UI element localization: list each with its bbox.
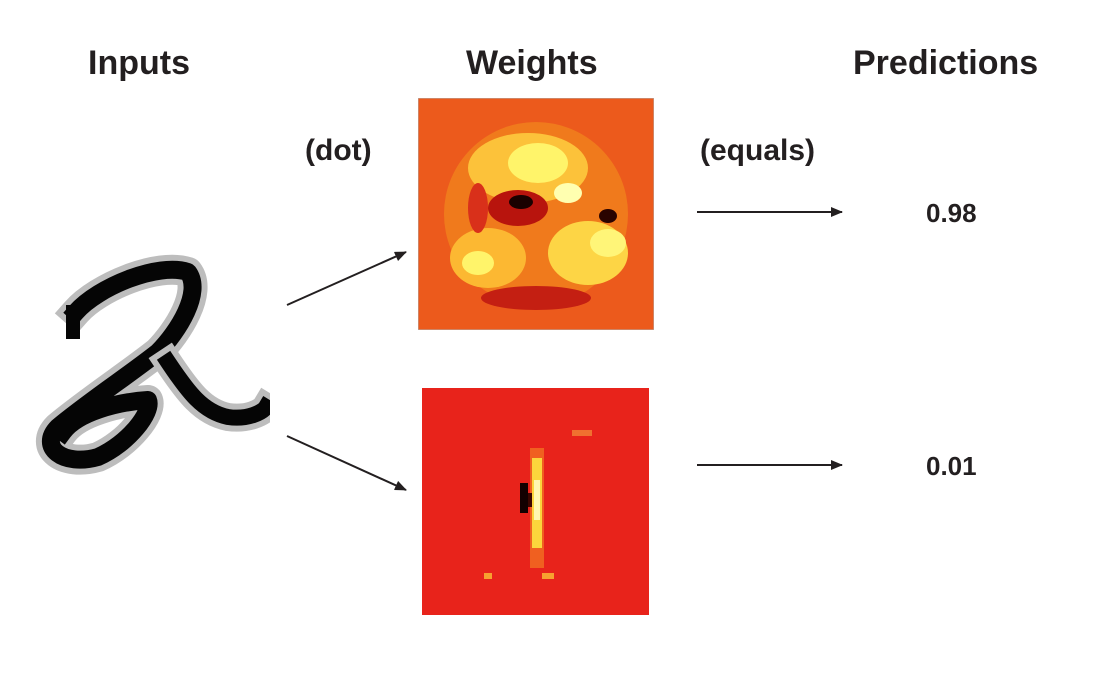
equals-label: (equals) (700, 134, 816, 167)
prediction-value-top: 0.98 (926, 198, 977, 228)
arrow-input-to-bottom-weights (286, 435, 407, 491)
predictions-heading: Predictions (853, 44, 1039, 82)
dot-label: (dot) (305, 134, 372, 167)
weights-heatmap-bottom (422, 388, 649, 615)
arrow-input-to-top-weights (286, 251, 407, 306)
prediction-value-bottom: 0.01 (926, 451, 977, 481)
inputs-heading: Inputs (88, 44, 190, 82)
weights-heatmap-top (418, 98, 654, 330)
input-digit-image (36, 254, 270, 475)
weights-heading: Weights (466, 44, 598, 82)
